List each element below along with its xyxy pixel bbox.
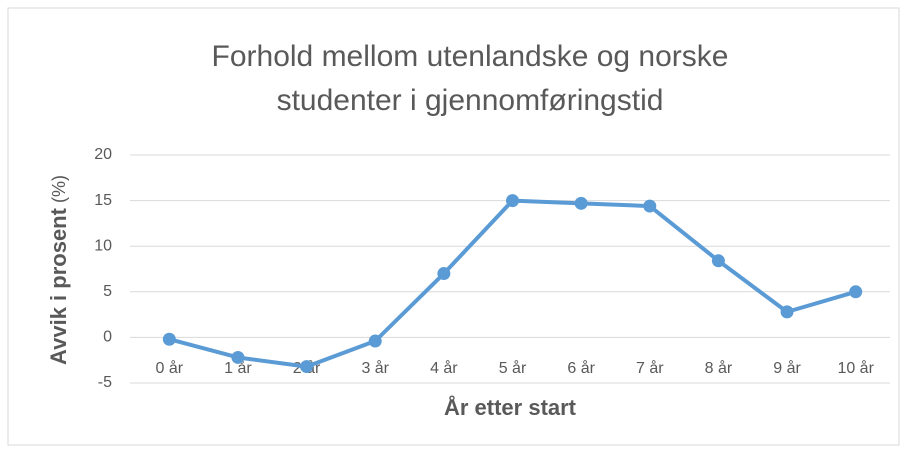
- y-tick-label: 5: [103, 283, 112, 300]
- y-tick-label: -5: [98, 374, 112, 391]
- y-axis-title-unit: (%): [49, 175, 69, 203]
- x-tick-label: 5 år: [499, 359, 527, 377]
- data-point: [849, 285, 863, 299]
- y-axis-title: Avvik i prosent (%): [46, 175, 71, 365]
- x-tick-label: 3 år: [361, 359, 389, 377]
- data-point: [162, 332, 176, 346]
- x-tick-label: 8 år: [705, 359, 733, 377]
- y-tick-label: 20: [94, 146, 112, 163]
- y-axis-title-main: Avvik i prosent: [46, 207, 71, 365]
- data-point: [437, 267, 451, 281]
- y-tick-label: 10: [94, 237, 112, 254]
- data-point: [711, 254, 725, 268]
- chart-title: Forhold mellom utenlandske og norske: [212, 40, 729, 73]
- x-tick-label: 1 år: [224, 359, 252, 377]
- data-point: [780, 305, 794, 319]
- x-tick-label: 6 år: [567, 359, 595, 377]
- y-tick-label: 15: [94, 192, 112, 209]
- x-tick-label: 4 år: [430, 359, 458, 377]
- x-tick-label: 10 år: [837, 359, 874, 377]
- data-point: [231, 350, 245, 364]
- x-tick-label: 7 år: [636, 359, 664, 377]
- chart-frame: [7, 7, 900, 446]
- data-point: [574, 196, 588, 210]
- data-point: [300, 360, 314, 374]
- data-point: [368, 334, 382, 348]
- chart-title: studenter i gjennomføringstid: [277, 84, 664, 117]
- data-point: [506, 194, 519, 208]
- data-point: [643, 199, 657, 213]
- y-tick-label: 0: [103, 329, 112, 346]
- x-tick-label: 0 år: [156, 359, 184, 377]
- x-tick-label: 9 år: [773, 359, 801, 377]
- x-axis-title: År etter start: [444, 394, 577, 420]
